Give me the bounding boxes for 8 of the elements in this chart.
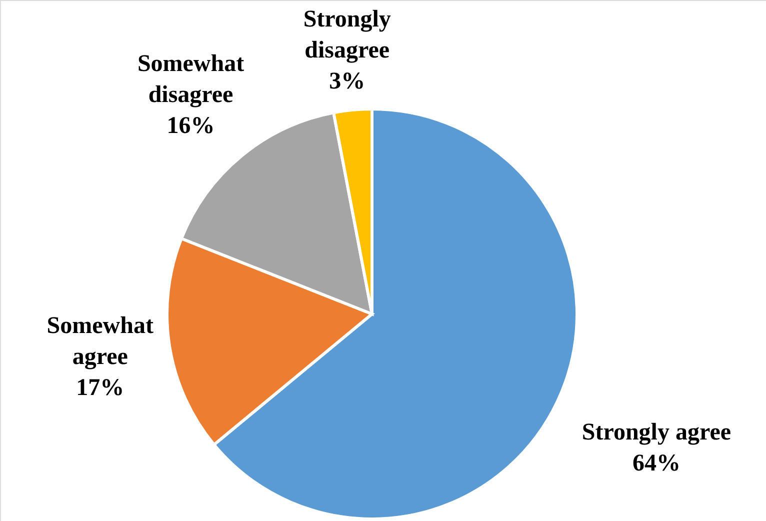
data-label: 3% xyxy=(329,68,366,95)
slice-label: Strongly disagree xyxy=(303,6,391,64)
slice-label: Strongly agree xyxy=(582,419,732,446)
slice-label: Somewhat agree xyxy=(46,313,154,370)
data-label: 64% xyxy=(632,450,680,476)
data-label: 17% xyxy=(76,375,124,402)
data-label: 16% xyxy=(166,112,215,139)
slice-label: Somewhat disagree xyxy=(137,50,244,108)
